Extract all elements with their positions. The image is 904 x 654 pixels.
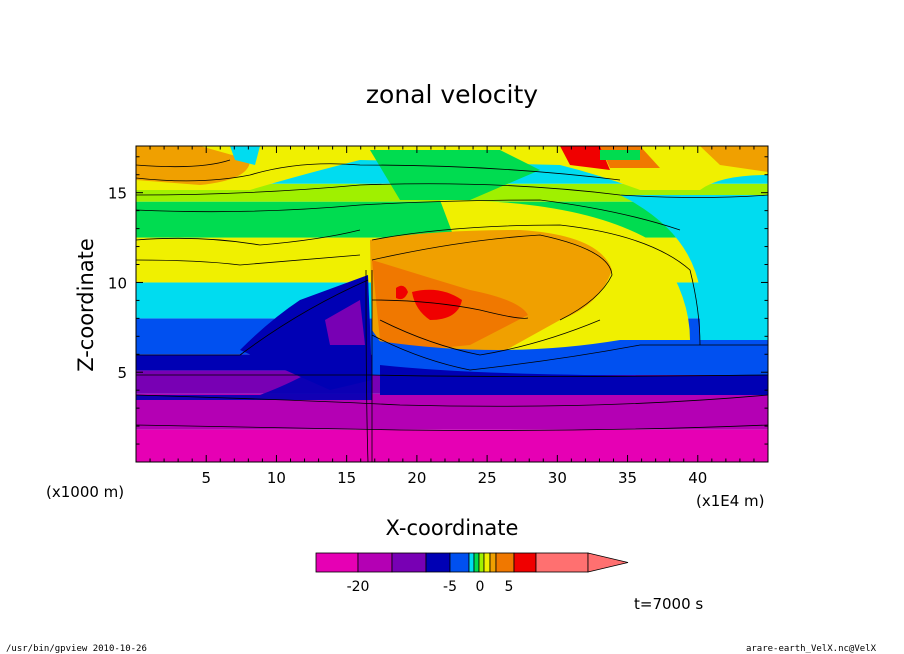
colorbar — [315, 552, 629, 573]
y-tick-label: 5 — [117, 364, 127, 382]
footer-left: /usr/bin/gpview 2010-10-26 — [6, 644, 147, 654]
footer-right: arare-earth_VelX.nc@VelX — [746, 644, 877, 654]
y-axis: 5 10 15 — [108, 156, 768, 445]
chart-title: zonal velocity — [366, 80, 538, 109]
colorbar-tick-label: -20 — [347, 579, 370, 595]
colorbar-swatch — [513, 552, 537, 573]
x-tick-label: 35 — [618, 469, 637, 487]
colorbar-tick-label: 0 — [476, 579, 485, 595]
x-axis: 5 10 15 20 25 30 35 40 — [149, 146, 755, 487]
contour-lines — [136, 159, 768, 462]
y-tick-label: 15 — [108, 185, 127, 203]
colorbar-swatch — [483, 552, 491, 573]
x-tick-label: 30 — [548, 469, 567, 487]
x-unit-left: (x1000 m) — [46, 483, 124, 501]
colorbar-tick-label: -5 — [443, 579, 457, 595]
x-tick-label: 5 — [201, 469, 211, 487]
colorbar-swatch — [391, 552, 427, 573]
y-tick-label: 10 — [108, 274, 127, 292]
plot-frame — [135, 145, 769, 463]
x-unit-right: (x1E4 m) — [696, 492, 765, 510]
colorbar-swatch — [425, 552, 451, 573]
contour-field — [136, 146, 768, 462]
colorbar-swatch — [535, 552, 589, 573]
plot-area: 5 10 15 20 25 30 35 40 5 10 15 — [108, 145, 769, 487]
colorbar-swatch — [468, 552, 475, 573]
colorbar-swatch — [495, 552, 515, 573]
x-tick-label: 15 — [337, 469, 356, 487]
colorbar-arrow — [587, 552, 629, 573]
field-features — [136, 146, 768, 400]
x-tick-label: 10 — [267, 469, 286, 487]
y-axis-label: Z-coordinate — [74, 238, 98, 372]
x-tick-label: 20 — [407, 469, 426, 487]
band-0 — [136, 429, 768, 462]
time-label: t=7000 s — [634, 595, 703, 613]
colorbar-tick-label: 5 — [505, 579, 514, 595]
colorbar-swatch — [478, 552, 485, 573]
colorbar-swatch — [489, 552, 497, 573]
x-axis-label: X-coordinate — [386, 516, 519, 540]
x-tick-label: 40 — [688, 469, 707, 487]
colorbar-swatch — [315, 552, 359, 573]
colorbar-swatch — [357, 552, 393, 573]
colorbar-swatch — [449, 552, 470, 573]
colorbar-swatch — [473, 552, 480, 573]
x-tick-label: 25 — [478, 469, 497, 487]
colorbar-ticks: -20 -5 0 5 — [347, 579, 514, 595]
